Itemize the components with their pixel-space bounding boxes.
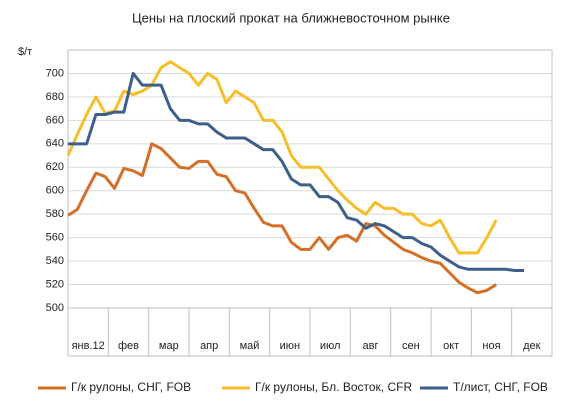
y-tick-label: 580 <box>46 208 64 220</box>
y-tick-label: 700 <box>46 67 64 79</box>
x-tick-label: май <box>240 340 260 352</box>
legend-label: Г/к рулоны, СНГ, FOB <box>71 380 191 394</box>
y-tick-label: 500 <box>46 302 64 314</box>
y-tick-label: 680 <box>46 91 64 103</box>
legend-label: Г/к рулоны, Бл. Восток, CFR <box>255 380 412 394</box>
y-tick-label: 520 <box>46 278 64 290</box>
x-tick-label: мар <box>159 340 179 352</box>
y-axis-label: $/т <box>18 46 32 58</box>
series-line <box>68 71 525 272</box>
y-tick-label: 660 <box>46 114 64 126</box>
y-tick-label: 600 <box>46 185 64 197</box>
y-tick-label: 560 <box>46 232 64 244</box>
x-tick-label: июл <box>320 340 341 352</box>
x-tick-label: дек <box>523 340 541 352</box>
series-line <box>67 142 497 295</box>
x-tick-label: окт <box>443 340 459 352</box>
x-tick-label: ноя <box>482 340 500 352</box>
y-tick-label: 620 <box>46 161 64 173</box>
y-tick-label: 640 <box>46 138 64 150</box>
x-tick-label: сен <box>402 340 420 352</box>
chart-title: Цены на плоский прокат на ближневосточно… <box>132 10 450 25</box>
x-tick-label: янв.12 <box>72 340 105 352</box>
series-line <box>66 60 498 255</box>
legend-label: Т/лист, СНГ, FOB <box>453 380 548 394</box>
x-tick-label: апр <box>200 340 218 352</box>
x-tick-label: авг <box>363 340 379 352</box>
x-tick-label: фев <box>118 340 139 352</box>
y-tick-label: 540 <box>46 255 64 267</box>
x-tick-label: июн <box>280 340 300 352</box>
